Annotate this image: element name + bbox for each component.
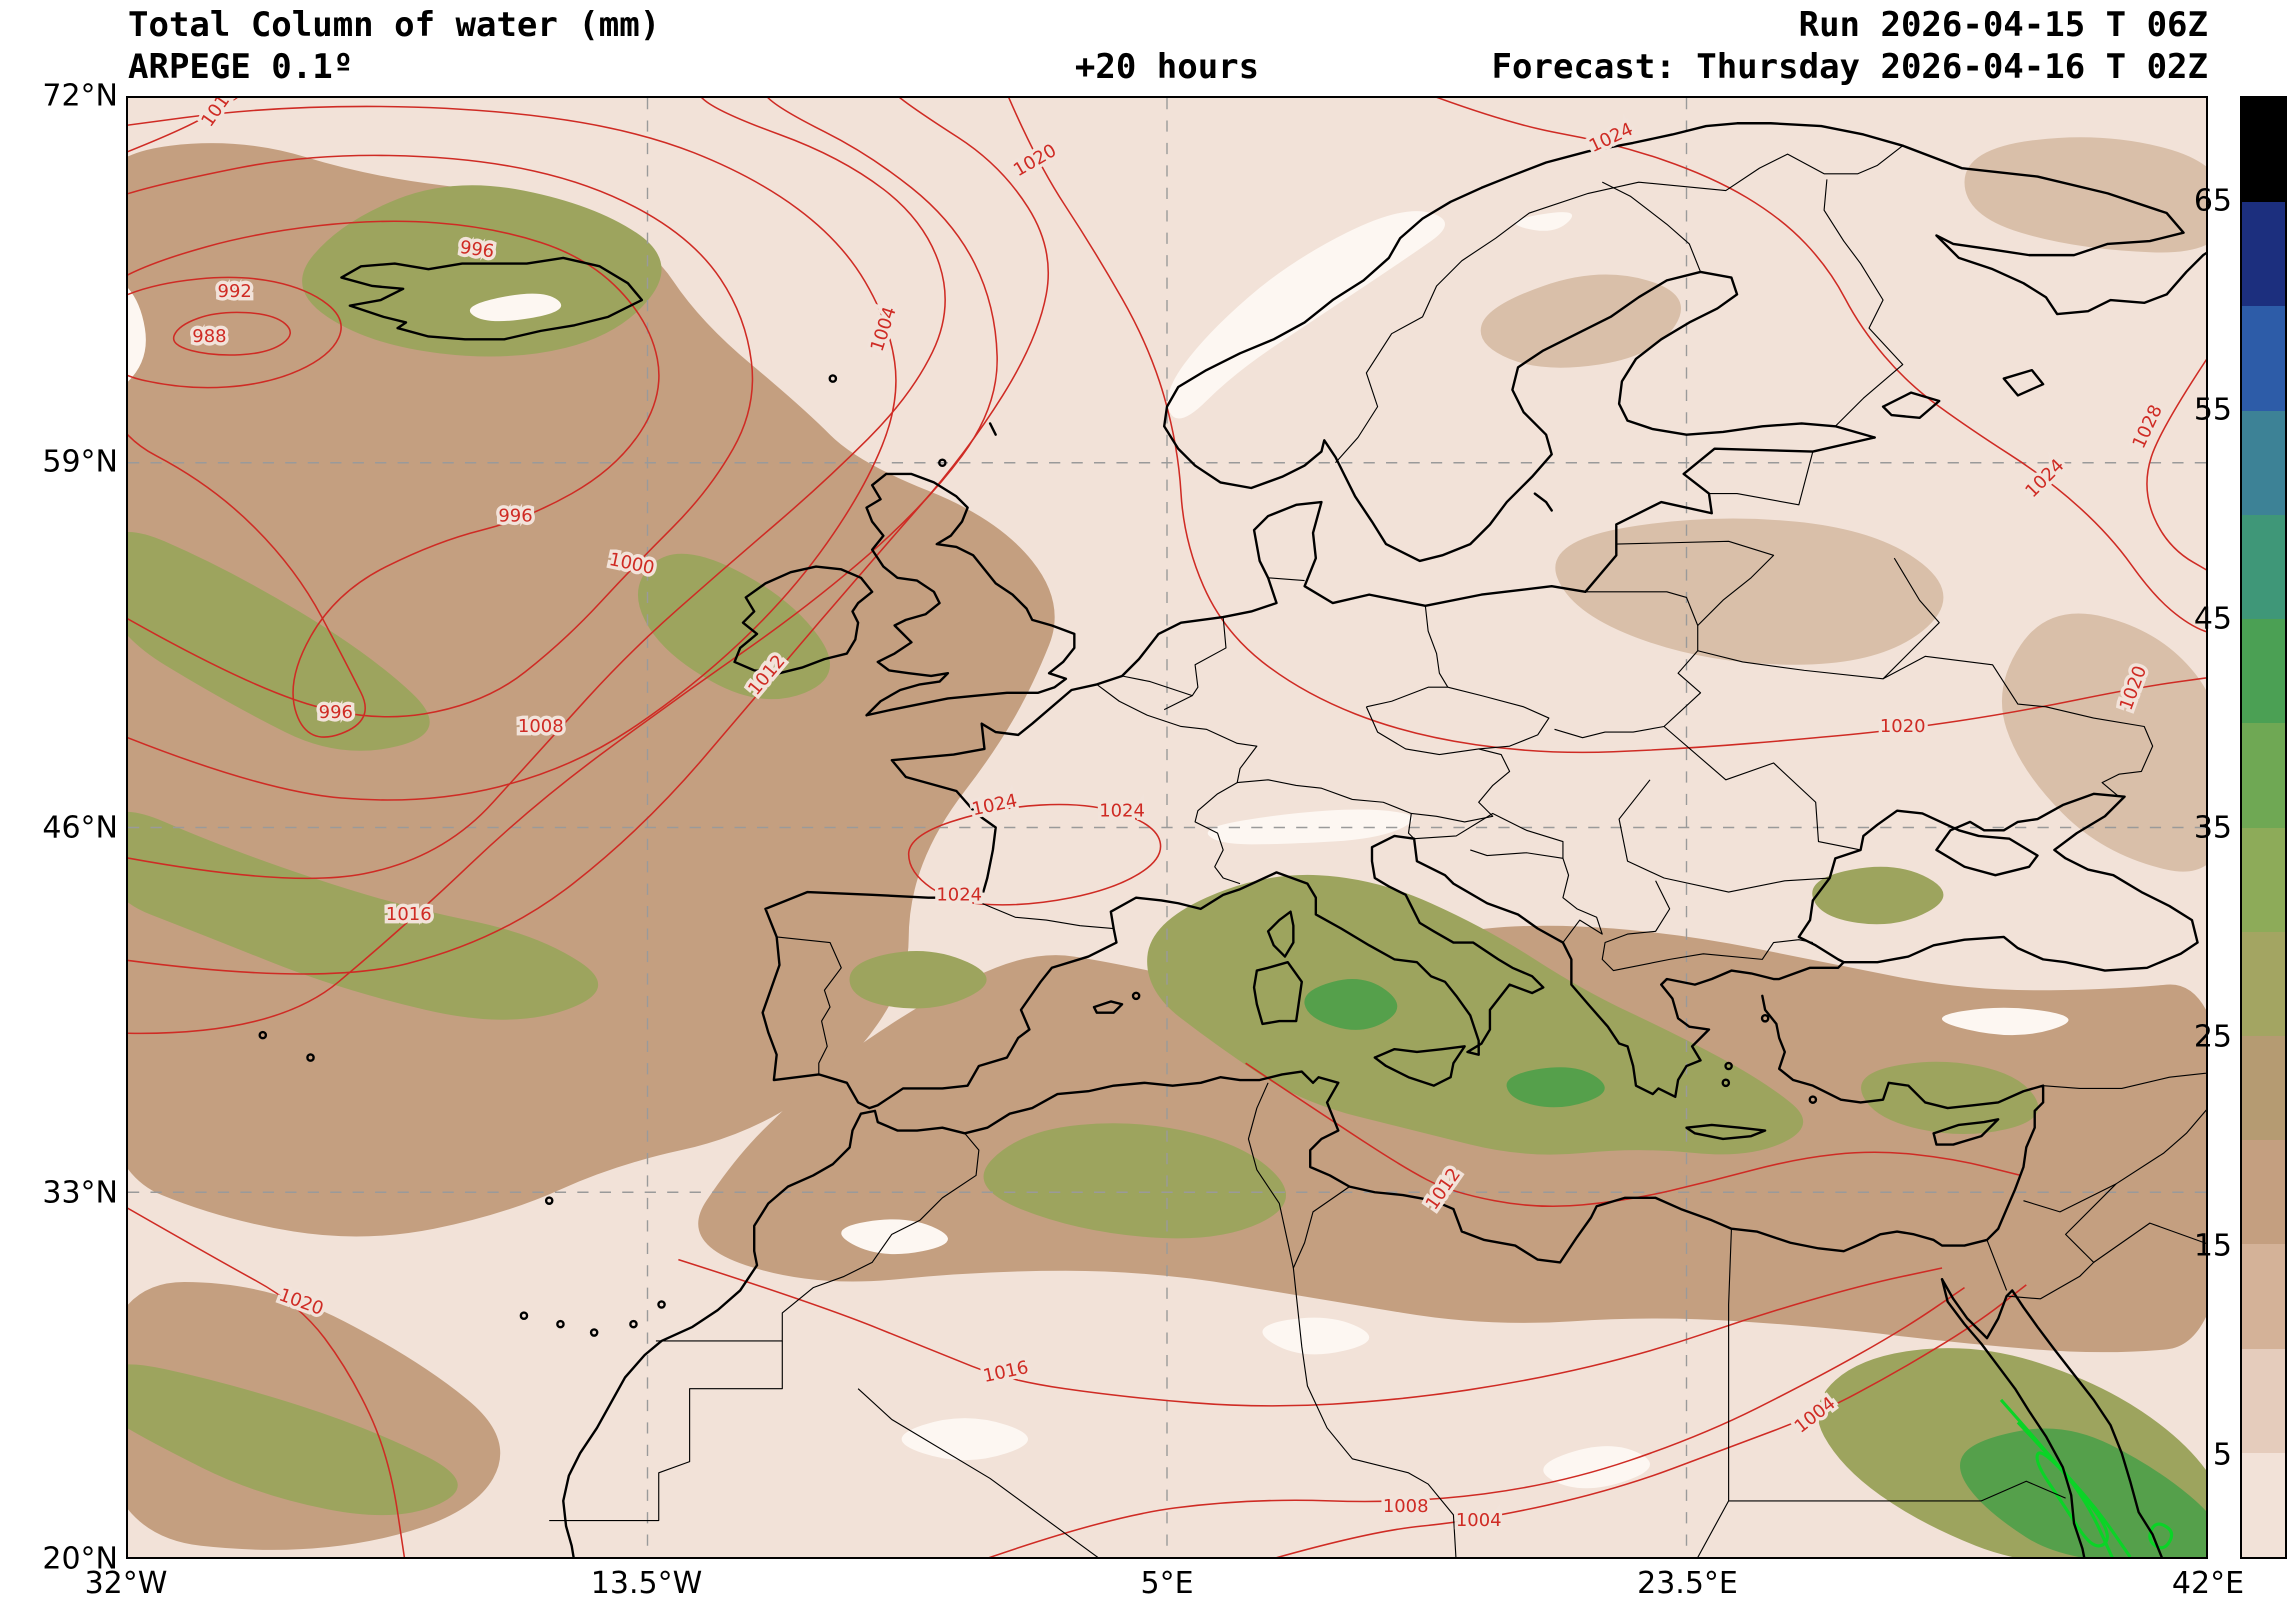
colorbar bbox=[2240, 96, 2287, 1559]
colorbar-segment bbox=[2242, 1452, 2285, 1558]
colorbar-tick-label: 65 bbox=[2193, 183, 2232, 218]
x-axis-label: 42°E bbox=[2171, 1566, 2245, 1601]
colorbar-segment bbox=[2242, 306, 2285, 411]
x-axis-label: 32°W bbox=[84, 1566, 168, 1601]
isobar-label: 1016 bbox=[981, 1357, 1030, 1387]
isobar-label: 1016 bbox=[197, 98, 240, 131]
map-plot: 1016 1020 996 992 988 1004 1024 1028 1024 996 1000… bbox=[126, 96, 2208, 1559]
isobar-label: 992 bbox=[218, 281, 252, 302]
isobar-label: 1008 bbox=[518, 716, 564, 737]
colorbar-segment bbox=[2242, 1244, 2285, 1349]
colorbar-tick-label: 55 bbox=[2193, 392, 2232, 427]
isobar-label: 1024 bbox=[936, 884, 982, 905]
colorbar-segment bbox=[2242, 827, 2285, 932]
isobar-label: 1004 bbox=[867, 304, 901, 354]
forecast-label: Forecast: Thursday 2026-04-16 T 02Z bbox=[1491, 47, 2208, 87]
isobar-label: 1008 bbox=[1383, 1496, 1429, 1517]
y-axis-label: 20°N bbox=[42, 1541, 118, 1577]
colorbar-segment bbox=[2242, 723, 2285, 828]
x-axis-label: 5°E bbox=[1140, 1566, 1194, 1601]
model-label: ARPEGE 0.1º bbox=[128, 47, 354, 87]
colorbar-segment bbox=[2242, 410, 2285, 515]
colorbar-segment bbox=[2242, 931, 2285, 1036]
y-axis-label: 72°N bbox=[42, 78, 118, 114]
colorbar-segment bbox=[2242, 202, 2285, 307]
isobar-label: 1020 bbox=[1010, 140, 1060, 181]
colorbar-segment bbox=[2242, 1035, 2285, 1141]
country-borders-group bbox=[549, 145, 2206, 1557]
colorbar-tick-label: 25 bbox=[2193, 1019, 2232, 1054]
isobar-label: 1024 bbox=[1586, 119, 1636, 157]
isobar-group bbox=[128, 98, 2206, 1557]
colorbar-tick-label: 45 bbox=[2193, 601, 2232, 636]
coastline-group bbox=[258, 122, 2206, 1557]
isobar-label: 996 bbox=[498, 506, 532, 527]
x-axis-label: 13.5°W bbox=[590, 1566, 703, 1601]
run-label: Run 2026-04-15 T 06Z bbox=[1798, 5, 2208, 45]
isobar-label: 1024 bbox=[2021, 455, 2068, 502]
y-axis-label: 46°N bbox=[42, 810, 118, 845]
isobar-label: 996 bbox=[459, 237, 496, 263]
colorbar-segment bbox=[2242, 1140, 2285, 1245]
chart-title: Total Column of water (mm) bbox=[128, 5, 661, 45]
isobar-label: 988 bbox=[192, 326, 226, 347]
colorbar-segment bbox=[2242, 98, 2285, 203]
colorbar-segment bbox=[2242, 1348, 2285, 1453]
x-axis-label: 23.5°E bbox=[1637, 1566, 1738, 1601]
colorbar-tick-label: 15 bbox=[2193, 1228, 2232, 1263]
isobar-label: 1020 bbox=[1880, 716, 1926, 737]
y-axis-label: 33°N bbox=[42, 1175, 118, 1211]
colorbar-tick-label: 35 bbox=[2193, 810, 2232, 845]
lead-time-label: +20 hours bbox=[1074, 47, 1260, 87]
colorbar-tick-label: 5 bbox=[2212, 1437, 2232, 1472]
isobar-label: 996 bbox=[319, 702, 353, 723]
y-axis-label: 59°N bbox=[42, 444, 118, 480]
isobar-label: 1016 bbox=[386, 904, 432, 925]
isobar-label: 1004 bbox=[1456, 1510, 1502, 1531]
isobar-label: 1024 bbox=[1099, 800, 1145, 821]
grid-group bbox=[128, 98, 2206, 1557]
isobar-label: 1024 bbox=[970, 790, 1019, 820]
isobar-label: 1028 bbox=[2128, 402, 2166, 452]
colorbar-segment bbox=[2242, 514, 2285, 620]
colorbar-segment bbox=[2242, 619, 2285, 724]
